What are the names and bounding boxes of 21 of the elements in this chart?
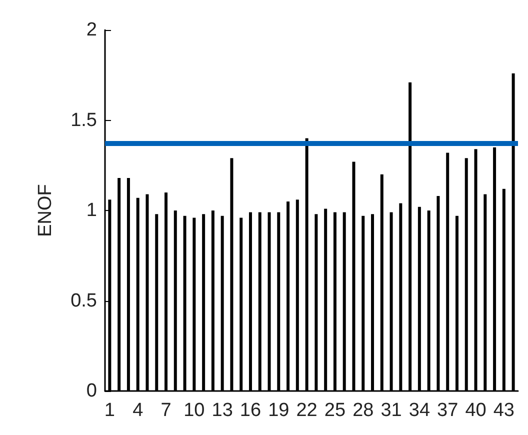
y-tick-label: 2: [86, 20, 97, 40]
x-tick-label: 10: [184, 400, 205, 421]
x-tick-label: 25: [324, 400, 346, 421]
x-tick-label: 37: [437, 400, 458, 421]
x-tick-label: 16: [240, 400, 262, 421]
x-tick-label: 40: [465, 400, 486, 421]
x-tick-label: 34: [408, 400, 430, 421]
x-tick-label: 7: [160, 400, 172, 421]
x-tick-label: 31: [380, 400, 402, 421]
y-tick-label: 0.5: [70, 290, 97, 312]
x-tick-label: 4: [132, 400, 144, 421]
y-axis-title: ENOF: [35, 184, 56, 237]
x-tick-label: 19: [268, 400, 290, 421]
y-tick-label: 1.5: [70, 110, 97, 131]
y-tick-label: 0: [86, 380, 97, 402]
x-tick-label: 28: [352, 400, 374, 421]
x-tick-label: 43: [493, 400, 514, 421]
x-tick-label: 13: [212, 400, 233, 421]
x-tick-label: 1: [104, 400, 115, 421]
x-tick-label: 22: [296, 400, 318, 421]
y-tick-label: 1: [86, 200, 97, 221]
